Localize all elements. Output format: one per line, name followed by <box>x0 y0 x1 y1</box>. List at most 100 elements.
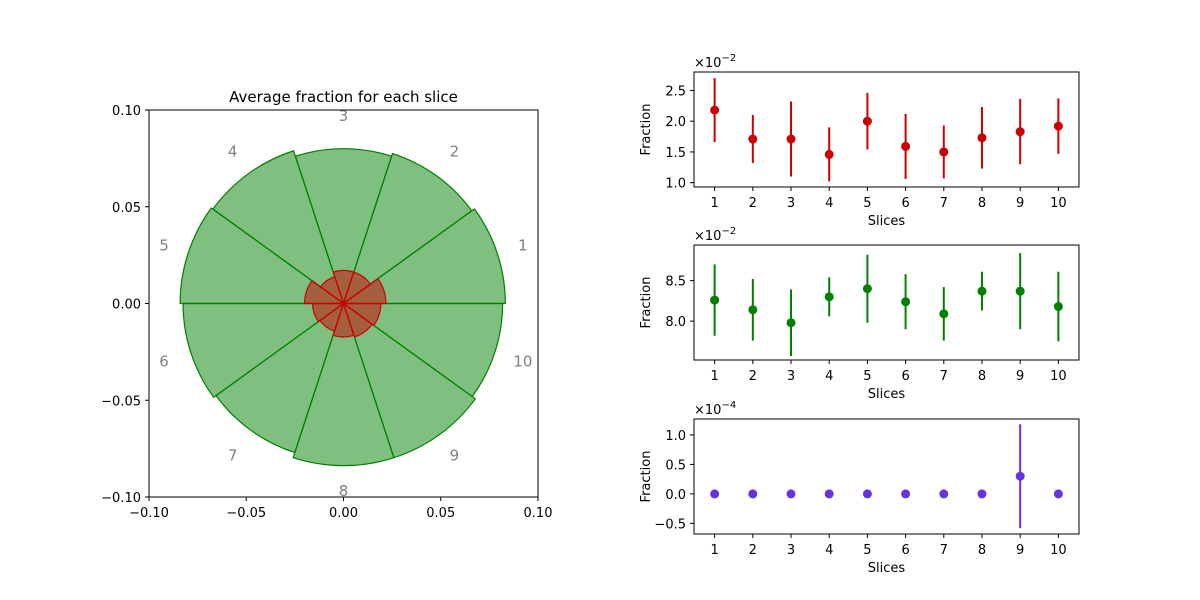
data-point-slice-1 <box>710 105 720 115</box>
axes-frame <box>693 244 1080 361</box>
x-tick-label: −0.10 <box>129 506 169 521</box>
x-tick-label: −0.05 <box>226 506 266 521</box>
scatter-chart-2: 8.0 8.5 1 2 3 4 5 6 7 8 9 10 Slices Fraction ×10−2 <box>639 226 1080 402</box>
polar-wedge-series1-slice-8 <box>292 302 395 467</box>
x-tick-label: 1 <box>710 196 718 211</box>
data-point-slice-8 <box>977 489 987 499</box>
x-tick-label: 9 <box>1016 543 1024 558</box>
slice-label-9: 9 <box>450 446 460 464</box>
y-axis-label: Fraction <box>639 277 654 329</box>
polar-wedge-series1-slice-9 <box>342 302 476 459</box>
data-point-slice-7 <box>939 147 949 157</box>
y-tick-label: −0.10 <box>101 491 141 506</box>
data-point-slice-8 <box>977 133 987 143</box>
y-axis-label: Fraction <box>639 104 654 156</box>
x-axis-label: Slices <box>868 214 906 229</box>
polar-wedge-series2-slice-6 <box>311 302 345 323</box>
x-tick-label: 0.05 <box>426 506 455 521</box>
slice-label-2: 2 <box>450 143 460 161</box>
y-tick-label: −0.05 <box>101 394 141 409</box>
data-point-slice-6 <box>901 141 911 151</box>
x-tick-label: 10 <box>1050 543 1067 558</box>
slice-label-1: 1 <box>518 236 528 254</box>
polar-wedge-series2-slice-1 <box>342 278 387 305</box>
data-point-slice-10 <box>1053 302 1063 312</box>
data-point-slice-9 <box>1015 471 1025 481</box>
data-point-slice-2 <box>748 489 758 499</box>
data-point-slice-1 <box>710 489 720 499</box>
y-tick-label: 1.0 <box>665 177 686 192</box>
polar-wedge-series1-slice-6 <box>182 302 345 398</box>
slice-label-10: 10 <box>513 353 532 371</box>
data-point-slice-1 <box>710 295 720 305</box>
scatter-chart-3: −0.5 0.0 0.5 1.0 1 2 3 4 5 6 7 8 9 10 Slices Fraction ×1… <box>639 400 1080 576</box>
x-tick-label: 1 <box>710 543 718 558</box>
polar-wedge-series1-slice-1 <box>342 208 506 305</box>
polar-chart: 1 2 3 4 5 6 7 8 9 10 −0.10−0.10 −0.05 −0.05 0.00 0.00 0… <box>101 88 552 521</box>
x-tick-label: 7 <box>940 369 948 384</box>
chart-title: Average fraction for each slice <box>229 88 458 106</box>
data-point-slice-5 <box>862 116 872 126</box>
x-tick-label: 4 <box>825 196 833 211</box>
y-tick-label: −0.5 <box>654 517 686 532</box>
x-tick-label: 2 <box>749 543 757 558</box>
y-axis-exponent-label: ×10−2 <box>694 53 736 71</box>
x-tick-label: 5 <box>863 369 871 384</box>
polar-wedge-series2-slice-5 <box>304 280 345 305</box>
slice-label-8: 8 <box>339 482 349 500</box>
y-tick-label: 0.00 <box>112 298 141 313</box>
data-point-slice-2 <box>748 134 758 144</box>
slice-label-6: 6 <box>159 353 169 371</box>
x-tick-label: 3 <box>787 369 795 384</box>
x-tick-label: 2 <box>749 369 757 384</box>
data-point-slice-8 <box>977 286 987 296</box>
x-tick-label: 4 <box>825 543 833 558</box>
x-tick-label: 8 <box>978 196 986 211</box>
x-tick-label: 5 <box>863 196 871 211</box>
x-tick-label: 2 <box>749 196 757 211</box>
x-tick-label: 9 <box>1016 196 1024 211</box>
x-axis-label: Slices <box>868 561 906 576</box>
y-axis-label: Fraction <box>639 451 654 503</box>
data-point-slice-10 <box>1053 121 1063 131</box>
x-tick-label: 3 <box>787 196 795 211</box>
data-point-slice-7 <box>939 489 949 499</box>
data-point-slice-10 <box>1053 489 1063 499</box>
x-tick-label: 3 <box>787 543 795 558</box>
x-tick-label: 1 <box>710 369 718 384</box>
x-tick-label: 0.00 <box>329 506 358 521</box>
x-tick-label: 4 <box>825 369 833 384</box>
data-point-slice-2 <box>748 305 758 315</box>
y-tick-label: 2.0 <box>665 115 686 130</box>
x-tick-label: 6 <box>901 543 909 558</box>
x-tick-label: 7 <box>940 196 948 211</box>
polar-wedge-series1-slice-10 <box>342 302 504 398</box>
data-point-slice-4 <box>824 149 834 159</box>
slice-label-4: 4 <box>228 143 238 161</box>
slice-label-3: 3 <box>339 107 349 125</box>
x-tick-label: 10 <box>1050 369 1067 384</box>
x-tick-label: 9 <box>1016 369 1024 384</box>
slice-label-7: 7 <box>228 446 238 464</box>
x-tick-label: 5 <box>863 543 871 558</box>
scatter-chart-1: 1.0 1.5 2.0 2.5 1 2 3 4 5 6 7 8 9 10 Slices Fraction ×10… <box>639 53 1080 229</box>
data-point-slice-4 <box>824 292 834 302</box>
polar-wedge-series1-slice-3 <box>294 148 393 305</box>
x-tick-label: 8 <box>978 369 986 384</box>
y-tick-label: 1.0 <box>665 429 686 444</box>
polar-wedge-series2-slice-3 <box>332 269 355 305</box>
x-tick-label: 6 <box>901 369 909 384</box>
axes-frame <box>693 418 1080 535</box>
y-tick-label: 8.0 <box>665 315 686 330</box>
x-tick-label: 7 <box>940 543 948 558</box>
y-tick-label: 2.5 <box>665 84 686 99</box>
x-tick-label: 8 <box>978 543 986 558</box>
y-tick-label: 1.5 <box>665 146 686 161</box>
data-point-slice-6 <box>901 297 911 307</box>
x-axis-label: Slices <box>868 387 906 402</box>
y-tick-label: 8.5 <box>665 275 686 290</box>
y-tick-label: 0.5 <box>665 458 686 473</box>
data-point-slice-3 <box>786 318 796 328</box>
x-tick-label: 0.10 <box>524 506 553 521</box>
